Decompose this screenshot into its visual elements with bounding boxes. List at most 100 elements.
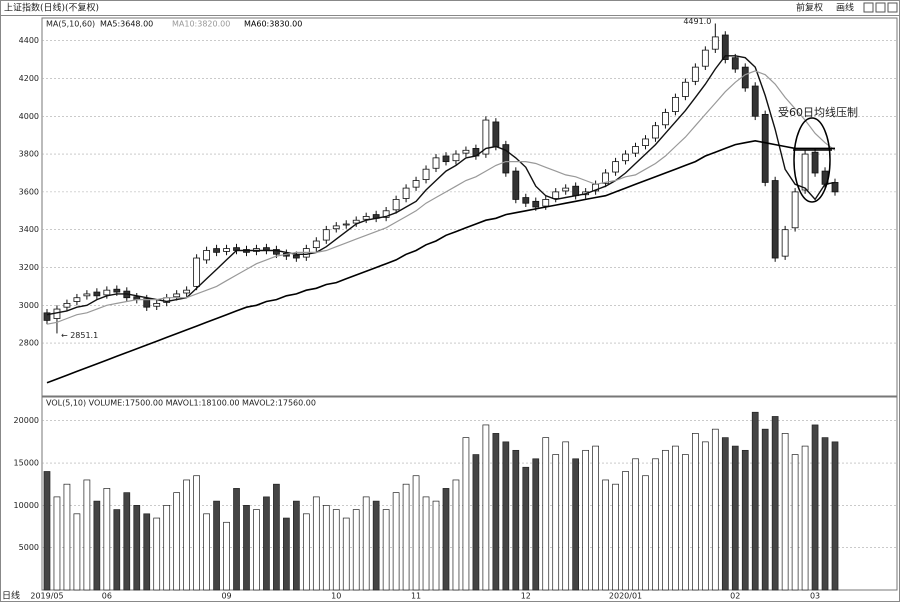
volume-bar	[562, 441, 570, 591]
volume-bar	[322, 505, 330, 591]
candle-body	[791, 191, 799, 229]
candle-body	[652, 125, 659, 139]
adjust-button[interactable]: 前复权	[796, 2, 823, 14]
volume-bar	[462, 437, 470, 591]
volume-bar	[522, 466, 530, 591]
candle-body	[731, 57, 739, 70]
volume-bar	[302, 513, 310, 591]
volume-bar	[721, 437, 729, 591]
volume-bar	[372, 500, 380, 591]
volume-bar	[701, 441, 709, 591]
volume-bar	[751, 411, 759, 591]
candle-body	[93, 291, 101, 297]
candle-body	[811, 151, 819, 174]
volume-bar	[652, 458, 659, 591]
candle-body	[452, 153, 460, 162]
volume-bar	[133, 505, 141, 591]
volume-bar	[512, 449, 520, 591]
candle-body	[422, 168, 430, 180]
volume-bar	[662, 449, 669, 591]
volume-bar	[63, 483, 71, 591]
volume-bar	[582, 449, 589, 591]
volume-bar	[622, 471, 629, 591]
x-tick-label: 06	[102, 592, 112, 601]
volume-bar	[632, 458, 639, 591]
volume-bar	[412, 475, 420, 591]
volume-bar	[472, 454, 480, 591]
volume-bar	[73, 513, 81, 591]
x-tick-label: 02	[730, 592, 740, 601]
y-tick-label: 20000	[14, 416, 39, 425]
volume-panel	[41, 396, 898, 591]
candle-body	[642, 138, 649, 146]
callout-text: 受60日均线压制	[778, 105, 858, 119]
volume-bar	[432, 500, 440, 591]
volume-bar	[612, 483, 619, 591]
volume-bar	[592, 445, 599, 591]
candle-body	[662, 112, 669, 126]
volume-bar	[43, 471, 51, 591]
volume-bar	[811, 424, 819, 591]
candle-body	[183, 289, 191, 294]
volume-bar	[173, 492, 181, 591]
volume-bar	[163, 505, 171, 591]
candle-body	[63, 302, 71, 308]
volume-bar	[123, 492, 131, 591]
candle-body	[143, 298, 151, 308]
moving-average-line	[46, 139, 835, 384]
candle-body	[382, 210, 390, 218]
candle-body	[741, 66, 749, 89]
period-label: 日线	[2, 590, 20, 602]
volume-bar	[253, 509, 260, 591]
window-button[interactable]	[887, 2, 898, 13]
volume-bar	[492, 433, 500, 591]
candle-body	[402, 187, 410, 199]
draw-button[interactable]: 画线	[836, 2, 854, 14]
candle-body	[213, 248, 220, 253]
volume-bar	[731, 445, 739, 591]
candle-body	[831, 182, 839, 193]
x-tick-label: 11	[411, 592, 421, 601]
volume-bar	[452, 479, 460, 591]
volume-bar	[542, 437, 550, 591]
y-tick-label: 3400	[19, 225, 39, 234]
moving-average-line	[46, 70, 836, 325]
y-tick-label: 15000	[14, 459, 39, 468]
volume-bar	[711, 428, 719, 591]
high-annotation: 4491.0	[683, 17, 711, 26]
y-tick-label: 3200	[19, 263, 39, 272]
volume-bar	[93, 500, 101, 591]
window-button[interactable]	[863, 2, 874, 13]
volume-bar	[602, 479, 609, 591]
volume-bar	[362, 496, 370, 591]
volume-bar	[143, 513, 151, 591]
candle-body	[73, 297, 81, 302]
volume-bar	[682, 454, 689, 591]
volume-bar	[781, 433, 789, 591]
candle-body	[153, 302, 161, 307]
volume-bar	[741, 449, 749, 591]
volume-bar	[53, 496, 61, 591]
volume-bar	[203, 513, 210, 591]
legend-entry: MA10:3820.00	[172, 20, 230, 29]
candle-body	[193, 257, 201, 287]
volume-bar	[342, 517, 350, 591]
candle-body	[781, 229, 789, 257]
volume-bar	[213, 500, 220, 591]
candle-body	[442, 155, 450, 163]
candle-body	[691, 66, 699, 82]
y-tick-label: 2800	[19, 339, 39, 348]
volume-bar	[263, 496, 270, 591]
volume-bar	[672, 445, 679, 591]
candle-body	[103, 289, 111, 296]
volume-bar	[442, 488, 450, 591]
candle-body	[522, 197, 530, 204]
candle-body	[532, 200, 540, 208]
window-button[interactable]	[875, 2, 886, 13]
y-tick-label: 3000	[19, 301, 39, 310]
y-tick-label: 10000	[14, 501, 39, 510]
volume-bar	[183, 479, 190, 591]
candle-body	[602, 172, 609, 184]
